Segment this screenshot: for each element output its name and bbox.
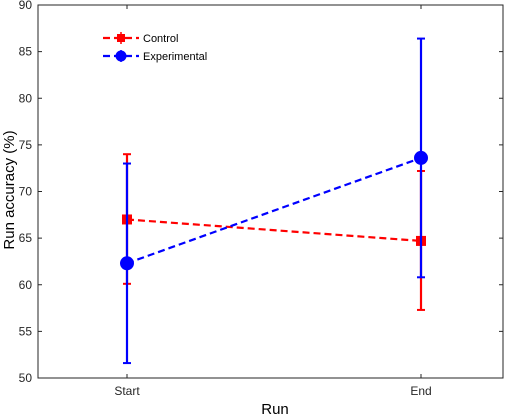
- y-tick-label: 55: [19, 324, 33, 338]
- y-tick-label: 90: [19, 0, 33, 12]
- y-tick-label: 85: [19, 45, 33, 59]
- series-line-experimental: [126, 156, 422, 265]
- series-layer: [120, 37, 428, 365]
- y-axis-title: Run accuracy (%): [1, 130, 18, 249]
- x-tick-label: End: [410, 384, 431, 398]
- x-axis-ticks: Start End: [114, 5, 432, 398]
- y-tick-label: 65: [19, 231, 33, 245]
- y-axis-ticks: 50 55 60 65 70 75 80 85 90: [19, 0, 503, 385]
- data-point-experimental: [414, 150, 428, 165]
- plot-frame: [37, 4, 504, 379]
- y-tick-label: 60: [19, 278, 33, 292]
- plot-area: [37, 4, 504, 379]
- legend-label-experimental: Experimental: [143, 51, 207, 63]
- legend-label-control: Control: [143, 33, 178, 45]
- legend-marker-control: [117, 34, 125, 42]
- legend: Control Experimental: [96, 27, 222, 67]
- y-tick-label: 75: [19, 138, 33, 152]
- legend-marker-experimental: [115, 50, 127, 62]
- y-tick-label: 50: [19, 371, 33, 385]
- x-tick-label: Start: [114, 384, 140, 398]
- y-tick-label: 70: [19, 185, 33, 199]
- y-tick-label: 80: [19, 91, 33, 105]
- data-point-experimental: [120, 256, 134, 271]
- series-experimental: [120, 37, 428, 365]
- x-axis-title: Run: [261, 401, 289, 418]
- series-line-control: [126, 218, 422, 243]
